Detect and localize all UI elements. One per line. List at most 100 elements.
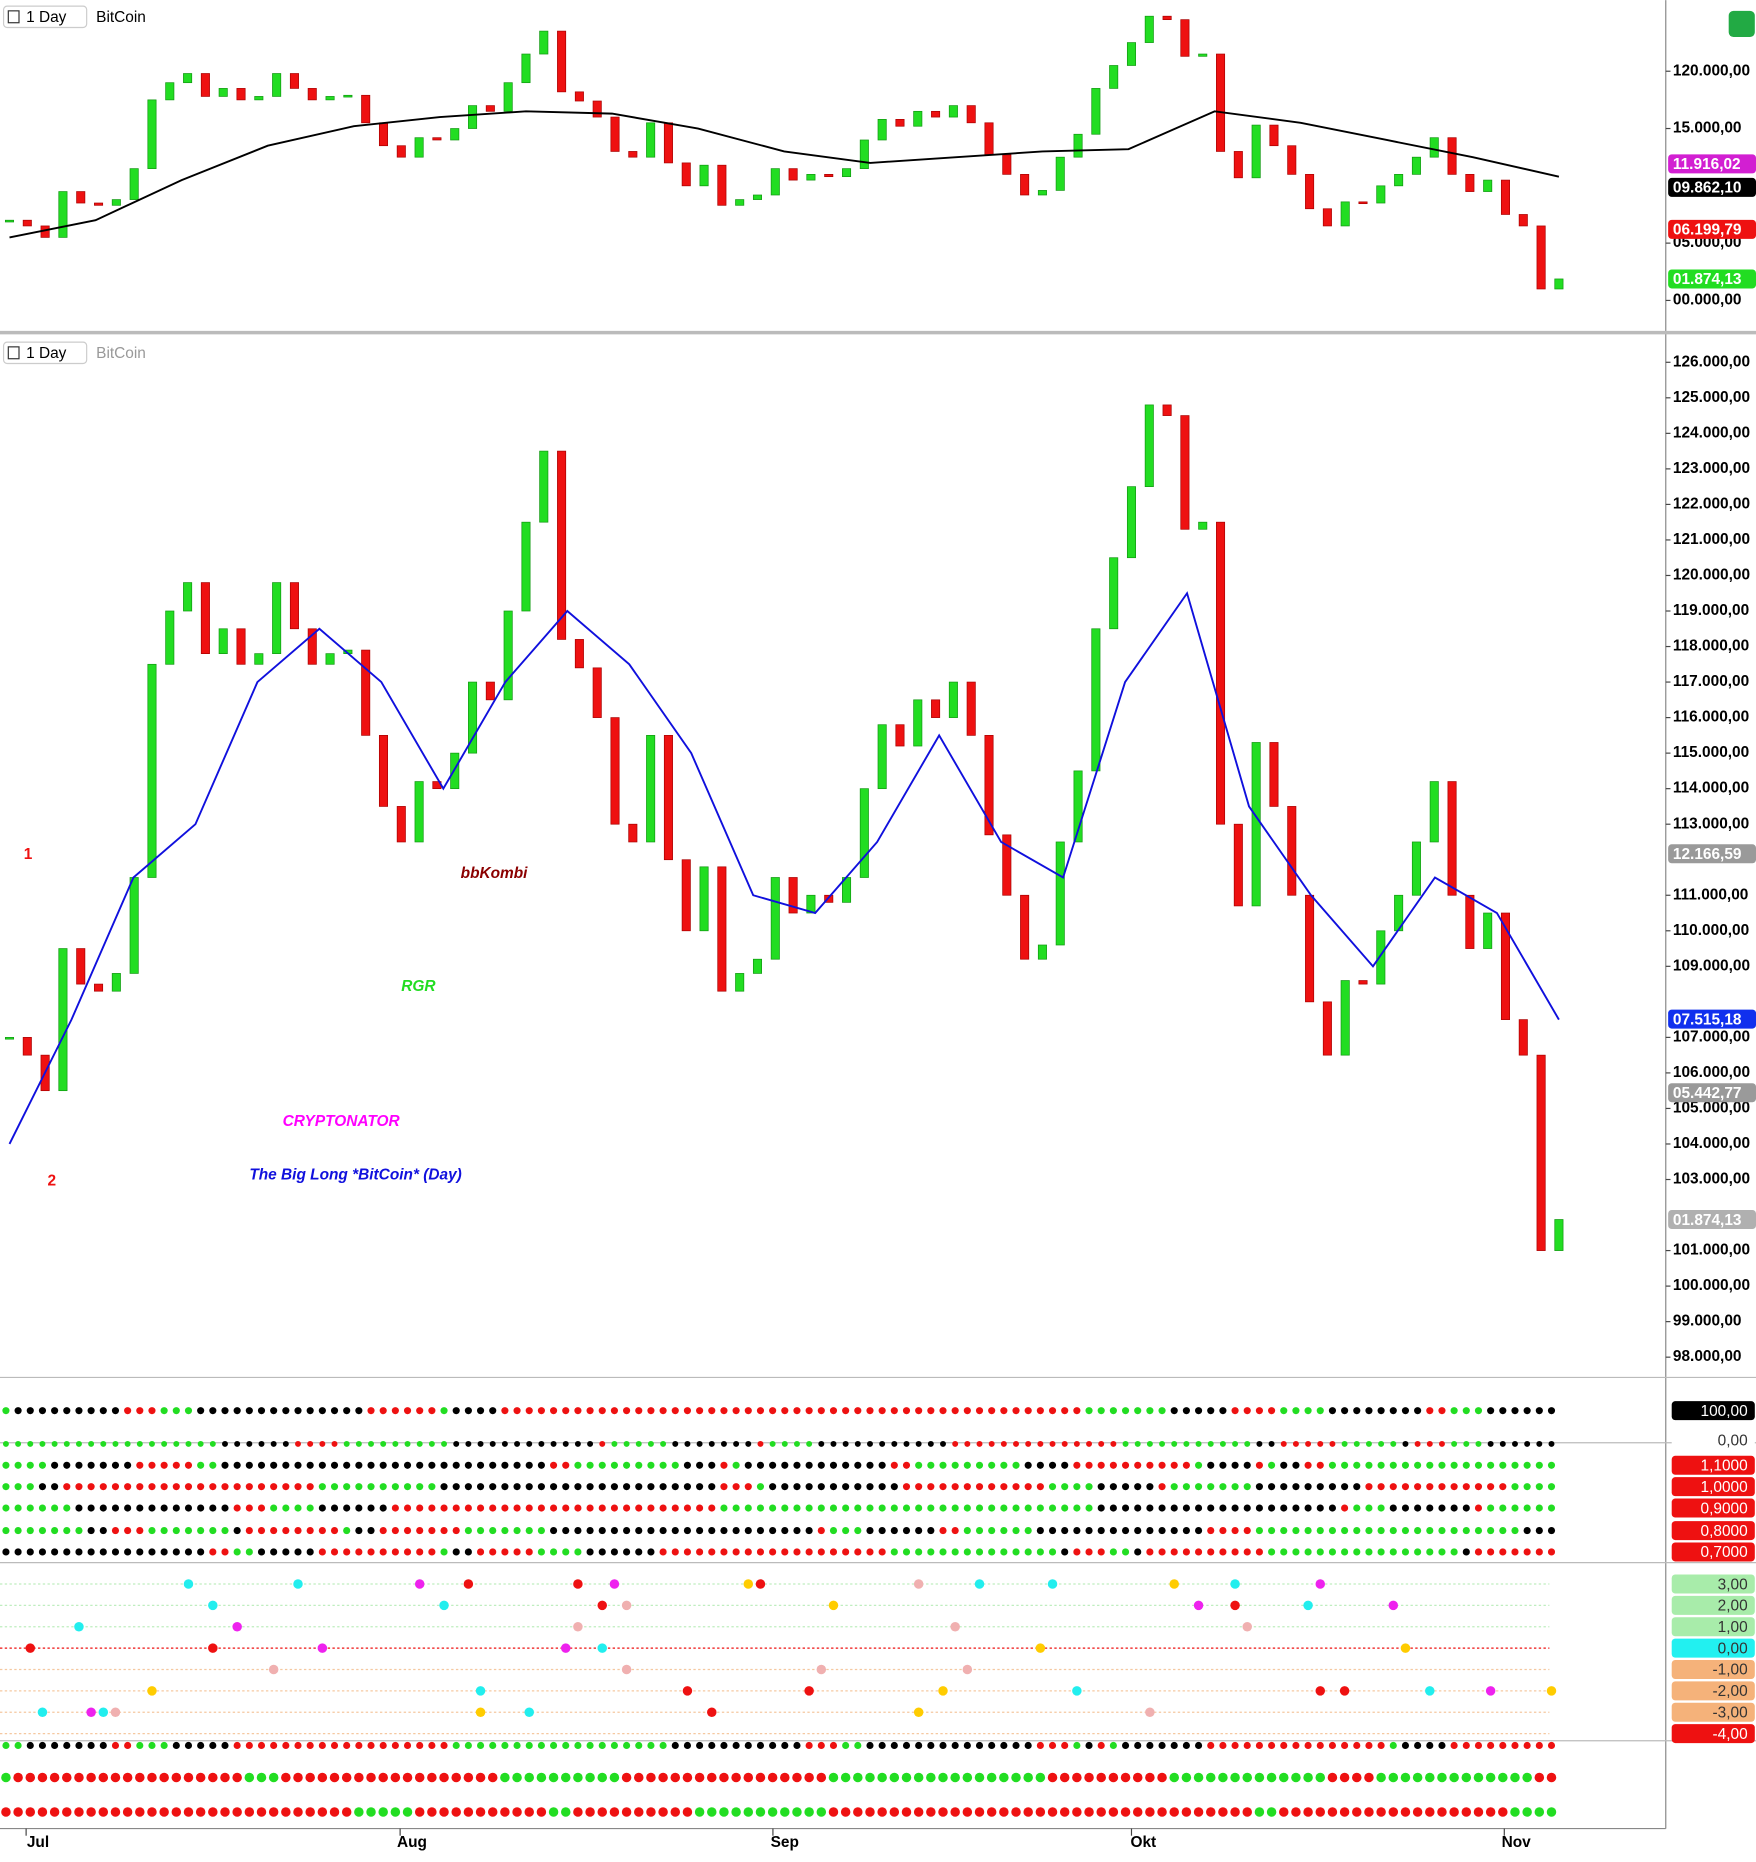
candle	[1340, 201, 1350, 227]
signal-dot	[87, 1407, 95, 1415]
candle	[361, 94, 371, 124]
signal-dot	[197, 1440, 204, 1447]
signal-dot	[367, 1527, 375, 1535]
signal-dot	[902, 1461, 911, 1469]
signal-dot	[1377, 1548, 1385, 1556]
signal-dot	[1292, 1461, 1300, 1469]
candle	[1073, 133, 1083, 158]
signal-dot	[1377, 1527, 1385, 1535]
candle	[129, 877, 139, 974]
signal-dot	[975, 1461, 984, 1469]
signal-dot	[647, 1548, 655, 1556]
signal-dot	[75, 1483, 83, 1491]
signal-dot	[1122, 1440, 1129, 1447]
signal-dot	[209, 1440, 216, 1447]
candle	[432, 137, 442, 141]
interval-selector[interactable]	[2, 5, 88, 29]
signal-dot	[865, 1807, 875, 1817]
candle	[503, 82, 513, 112]
candle	[1126, 486, 1136, 559]
signal-dot	[270, 1548, 278, 1556]
candle	[859, 788, 869, 878]
signal-dot	[1219, 1407, 1227, 1415]
signal-dot	[294, 1407, 302, 1415]
signal-dot	[1450, 1527, 1458, 1535]
signal-dot	[1304, 1741, 1312, 1750]
signal-dot	[1170, 1741, 1178, 1750]
signal-dot	[610, 1527, 618, 1535]
signal-dot	[489, 1527, 497, 1535]
price-label-box	[1668, 154, 1756, 174]
signal-dot	[1255, 1741, 1263, 1750]
signal-dot	[122, 1772, 133, 1783]
signal-dot	[489, 1407, 497, 1415]
signal-dot	[915, 1504, 923, 1512]
candle	[1037, 190, 1047, 196]
signal-dot	[1023, 1772, 1033, 1783]
signal-dot	[245, 1461, 253, 1469]
signal-dot	[683, 1527, 692, 1535]
signal-dot	[1024, 1483, 1032, 1491]
signal-dot	[2, 1527, 10, 1535]
signal-dot	[355, 1461, 363, 1469]
axes: 00.000,0005.000,0015.000,00120.000,0011.…	[25, 62, 1756, 1851]
signal-dot	[1255, 1527, 1263, 1535]
signal-dot	[172, 1407, 180, 1415]
signal-dot	[1449, 1772, 1459, 1783]
signal-dot	[574, 1527, 582, 1535]
signal-dot	[1547, 1527, 1556, 1535]
signal-dot	[537, 1483, 545, 1491]
indicator-label: 100,00	[1701, 1403, 1748, 1420]
signal-dot	[915, 1741, 923, 1750]
signal-dot	[439, 1772, 449, 1783]
interval-selector[interactable]	[2, 341, 88, 365]
signal-dot	[793, 1504, 801, 1512]
signal-dot	[889, 1807, 900, 1817]
signal-dot	[99, 1548, 107, 1556]
signal-dot	[489, 1741, 497, 1750]
signal-dot	[1304, 1504, 1312, 1512]
signal-dot	[1218, 1807, 1228, 1817]
price-label: 09.862,10	[1673, 180, 1742, 197]
signal-dot	[951, 1483, 959, 1491]
signal-dot	[476, 1461, 485, 1469]
signal-dot	[2, 1483, 10, 1491]
candle	[1233, 823, 1243, 907]
signal-dot	[1316, 1504, 1324, 1512]
signal-dot	[428, 1527, 436, 1535]
signal-dot	[1085, 1461, 1093, 1469]
signal-dot	[1207, 1548, 1215, 1556]
signal-dot	[403, 1483, 412, 1491]
candle	[699, 164, 709, 187]
signal-dot	[513, 1461, 521, 1469]
annotation: CRYPTONATOR	[283, 1113, 401, 1130]
signal-dot	[1011, 1772, 1021, 1783]
signal-dot	[440, 1741, 448, 1750]
signal-dot	[1207, 1483, 1215, 1491]
candle	[663, 122, 673, 164]
signal-dot	[439, 1600, 449, 1611]
signal-dot	[1012, 1504, 1020, 1512]
signal-dot	[209, 1548, 217, 1556]
signal-dot	[63, 1440, 70, 1447]
corner-button[interactable]	[1728, 10, 1755, 37]
y-tick-label: 98.000,00	[1673, 1348, 1742, 1365]
signal-dot	[1219, 1461, 1227, 1469]
signal-dot	[1499, 1741, 1507, 1750]
x-tick-label: Okt	[1130, 1834, 1156, 1851]
signal-dot	[1085, 1407, 1093, 1415]
signal-dot	[732, 1407, 740, 1415]
signal-dot	[1485, 1686, 1496, 1696]
signal-dot	[293, 1772, 303, 1783]
signal-dot	[414, 1579, 425, 1589]
candle	[414, 781, 424, 843]
signal-dot	[209, 1483, 217, 1491]
signal-dot	[756, 1504, 765, 1512]
candle	[218, 88, 228, 97]
signal-dot	[1268, 1407, 1276, 1415]
signal-dot	[623, 1407, 631, 1415]
signal-dot	[87, 1504, 95, 1512]
candle	[1429, 137, 1439, 158]
signal-dot	[38, 1461, 47, 1469]
